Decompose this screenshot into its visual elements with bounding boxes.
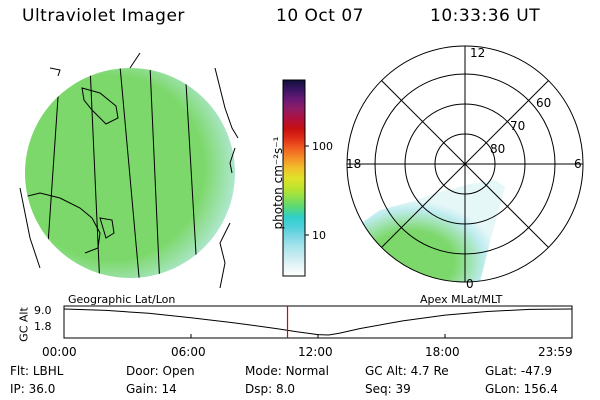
alt-xtick: 06:00: [171, 345, 206, 359]
status-seq: Seq: 39: [365, 382, 411, 396]
status-door-value: Open: [162, 364, 195, 378]
status-gcalt-value: 4.7 Re: [410, 364, 449, 378]
status-glat-value: -47.9: [520, 364, 552, 378]
geo-map-label: Geographic Lat/Lon: [68, 293, 176, 306]
instrument-title: Ultraviolet Imager: [22, 6, 185, 26]
colorbar-tick-100: 100: [312, 140, 333, 153]
geo-aurora-fill: [25, 68, 235, 278]
status-glon-label: GLon:: [485, 382, 524, 396]
status-seq-label: Seq:: [365, 382, 396, 396]
status-flt-value: LBHL: [32, 364, 64, 378]
status-dsp: Dsp: 8.0: [245, 382, 295, 396]
mlat-label-70: 70: [510, 119, 526, 133]
geographic-map: [19, 52, 239, 289]
status-gain-label: Gain:: [126, 382, 162, 396]
status-seq-value: 39: [395, 382, 411, 396]
status-glon: GLon: 156.4: [485, 382, 558, 396]
colorbar-tick-10: 10: [312, 229, 326, 242]
alt-ytick-top: 9.0: [34, 304, 52, 317]
alt-xtick: 00:00: [42, 345, 77, 359]
mlt-label-6: 6: [574, 157, 582, 171]
status-ip: IP: 36.0: [10, 382, 55, 396]
mlt-label-12: 12: [470, 46, 486, 60]
mlt-label-0: 0: [466, 277, 474, 291]
status-flt-label: Flt:: [10, 364, 33, 378]
status-flt: Flt: LBHL: [10, 364, 63, 378]
status-glat-label: GLat:: [485, 364, 521, 378]
status-door-label: Door:: [126, 364, 163, 378]
polar-map: [346, 45, 584, 283]
altitude-plot: [63, 305, 573, 339]
status-mode: Mode: Normal: [245, 364, 329, 378]
alt-plot-ylabel: GC Alt: [17, 307, 31, 342]
alt-ytick-bottom: 1.8: [34, 320, 52, 333]
status-ip-label: IP:: [10, 382, 29, 396]
polar-map-label: Apex MLat/MLT: [420, 293, 503, 306]
status-gcalt-label: GC Alt:: [365, 364, 411, 378]
status-gain: Gain: 14: [126, 382, 177, 396]
alt-xtick: 18:00: [425, 345, 460, 359]
mlt-label-18: 18: [346, 157, 362, 171]
status-gcalt: GC Alt: 4.7 Re: [365, 364, 449, 378]
status-door: Door: Open: [126, 364, 195, 378]
status-gain-value: 14: [161, 382, 177, 396]
alt-xtick: 23:59: [538, 345, 573, 359]
status-mode-label: Mode:: [245, 364, 286, 378]
status-mode-value: Normal: [285, 364, 329, 378]
observation-date: 10 Oct 07: [276, 6, 364, 26]
status-dsp-value: 8.0: [275, 382, 296, 396]
alt-xtick: 12:00: [298, 345, 333, 359]
status-ip-value: 36.0: [28, 382, 56, 396]
polar-aurora-fill: [360, 180, 505, 282]
status-dsp-label: Dsp:: [245, 382, 276, 396]
colorbar-label: photon cm⁻²s⁻¹: [271, 136, 285, 230]
status-glat: GLat: -47.9: [485, 364, 552, 378]
mlat-label-60: 60: [536, 96, 552, 110]
color-bar: [282, 79, 309, 277]
status-glon-value: 156.4: [523, 382, 558, 396]
altitude-curve: [63, 308, 572, 336]
mlat-label-80: 80: [490, 142, 506, 156]
observation-time: 10:33:36 UT: [430, 6, 541, 26]
